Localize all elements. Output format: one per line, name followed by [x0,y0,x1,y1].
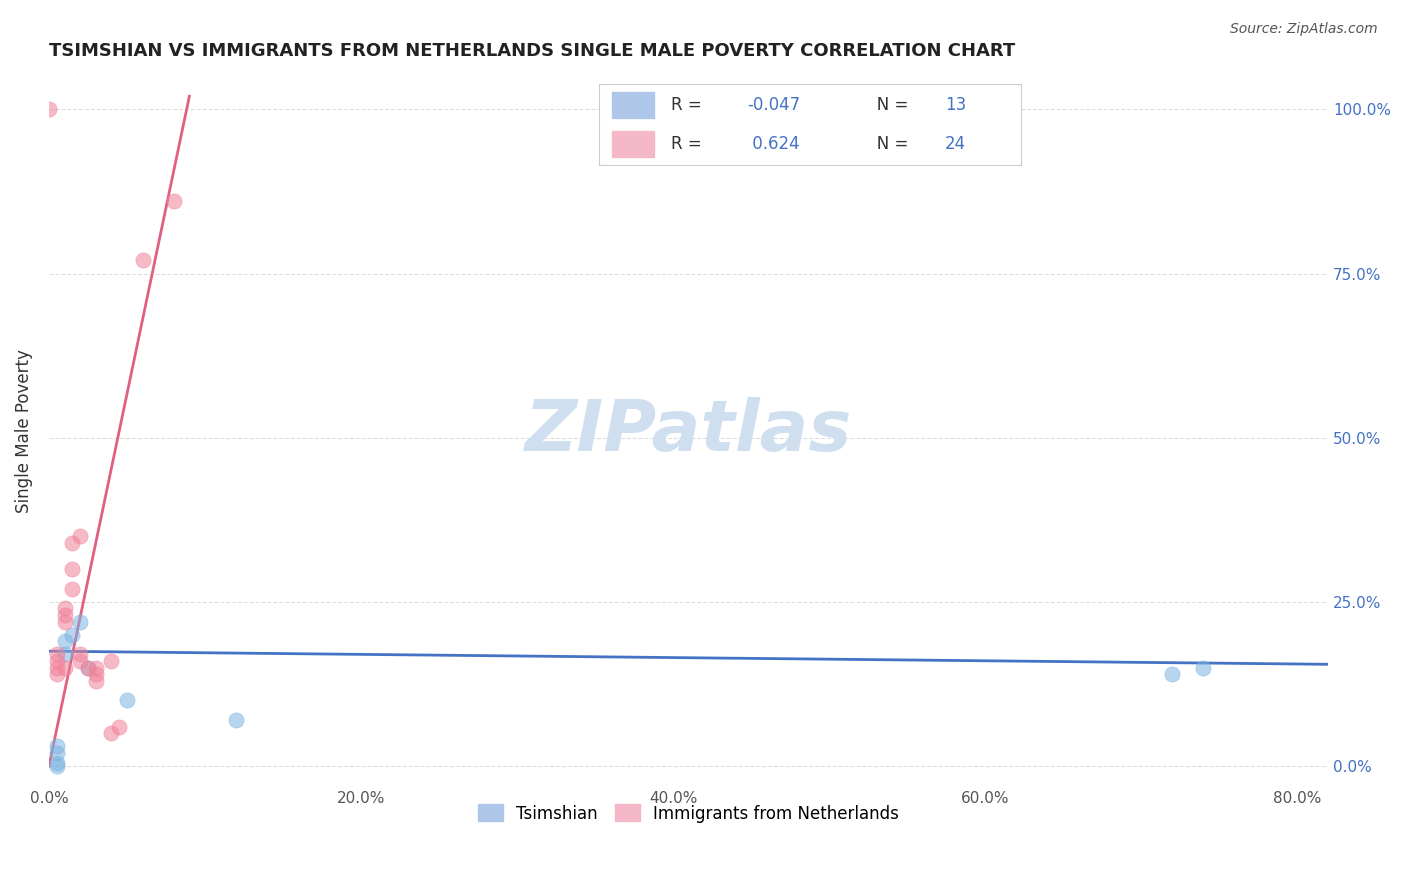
Point [69,615,91,629]
Point [69,648,91,662]
Point [77,660,100,674]
Point [45,756,67,770]
Legend: Tsimshian, Immigrants from Netherlands: Tsimshian, Immigrants from Netherlands [467,793,911,834]
Point [38,103,60,117]
Text: Source: ZipAtlas.com: Source: ZipAtlas.com [1230,22,1378,37]
Point [45,759,67,773]
Point [53,660,76,674]
Point [84,660,107,674]
Point [53,615,76,629]
Point [60,628,83,642]
Point [100,654,122,668]
Point [60,562,83,576]
Point [84,667,107,681]
Point [45,739,67,754]
Point [45,746,67,760]
Point [77,660,100,674]
Point [69,654,91,668]
Point [53,648,76,662]
Point [53,634,76,648]
Point [100,726,122,740]
Point [60,582,83,596]
Y-axis label: Single Male Poverty: Single Male Poverty [15,350,32,513]
Point [115,693,138,707]
Point [225,713,247,727]
Point [1192,660,1215,674]
Text: TSIMSHIAN VS IMMIGRANTS FROM NETHERLANDS SINGLE MALE POVERTY CORRELATION CHART: TSIMSHIAN VS IMMIGRANTS FROM NETHERLANDS… [49,42,1015,60]
Point [131,253,153,268]
Point [108,720,131,734]
Point [84,673,107,688]
Point [163,194,186,209]
Point [53,608,76,623]
Point [53,601,76,615]
Point [1161,667,1184,681]
Point [69,529,91,543]
Point [45,654,67,668]
Text: ZIPatlas: ZIPatlas [524,397,852,466]
Point [60,536,83,550]
Point [45,667,67,681]
Point [45,660,67,674]
Point [45,648,67,662]
